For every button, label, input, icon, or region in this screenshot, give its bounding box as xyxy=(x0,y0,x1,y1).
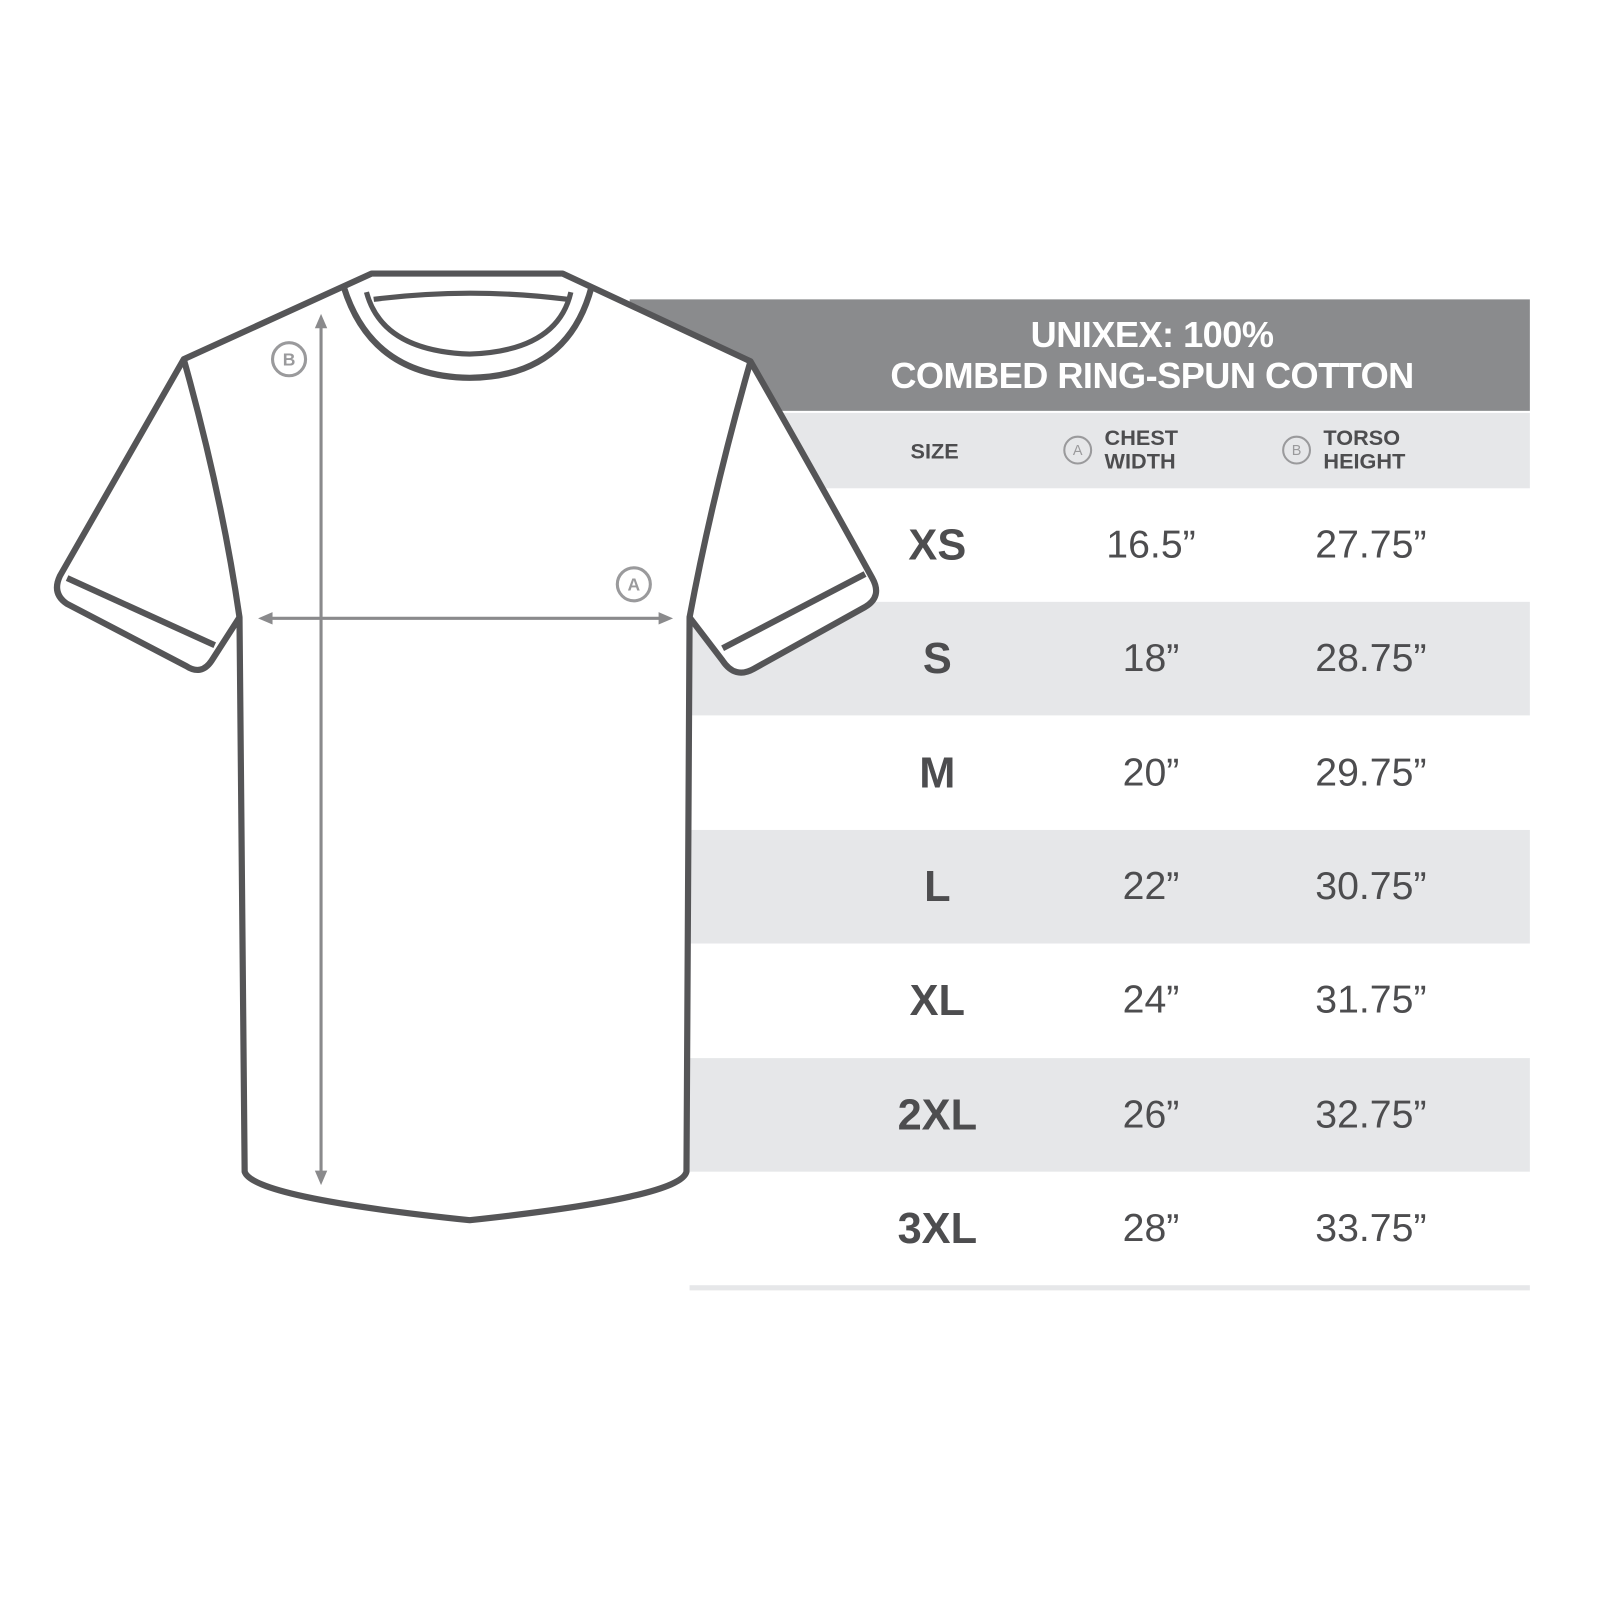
table-row: 3XL 28” 33.75” xyxy=(690,1171,1530,1285)
torso-cell: 28.75” xyxy=(1315,637,1427,681)
marker-b-icon: B xyxy=(1282,435,1312,465)
header-chest-width: A CHEST WIDTH xyxy=(1063,426,1179,474)
tshirt-outline xyxy=(53,270,880,1224)
chest-cell: 26” xyxy=(1122,1092,1180,1137)
marker-a-diagram-icon: A xyxy=(615,566,652,603)
size-cell: XL xyxy=(909,975,966,1025)
marker-a-label: A xyxy=(627,574,640,594)
header-chest-line2: WIDTH xyxy=(1104,450,1176,474)
torso-cell: 30.75” xyxy=(1315,864,1427,909)
torso-cell: 29.75” xyxy=(1315,751,1427,795)
size-cell: XS xyxy=(908,520,967,569)
torso-cell: 31.75” xyxy=(1315,978,1427,1023)
header-torso-line2: HEIGHT xyxy=(1323,450,1406,474)
collar-outer xyxy=(340,286,595,381)
collar-back xyxy=(373,290,569,302)
table-row: M 20” 29.75” xyxy=(690,716,1530,830)
title-line-1: UNIXEX: 100% xyxy=(1030,314,1274,356)
chest-cell: 20” xyxy=(1122,751,1180,795)
torso-cell: 27.75” xyxy=(1315,523,1427,567)
marker-b-diagram-icon: B xyxy=(270,341,308,378)
chest-cell: 24” xyxy=(1122,978,1180,1023)
sleeve-seam-left xyxy=(180,358,243,618)
torso-cell: 33.75” xyxy=(1315,1206,1427,1250)
torso-height-arrow xyxy=(314,313,328,1186)
chest-cell: 18” xyxy=(1122,637,1180,681)
size-cell: M xyxy=(919,747,956,797)
marker-b-label: B xyxy=(283,349,296,369)
chest-cell: 28” xyxy=(1122,1206,1180,1250)
cuff-right xyxy=(721,571,867,652)
table-row: 2XL 26” 32.75” xyxy=(689,1057,1530,1172)
title-line-2: COMBED RING-SPUN COTTON xyxy=(890,356,1414,397)
size-cell: S xyxy=(922,634,952,683)
table-row: XS 16.5” 27.75” xyxy=(690,488,1530,602)
size-cell: 3XL xyxy=(897,1203,978,1252)
chart-title: UNIXEX: 100% COMBED RING-SPUN COTTON xyxy=(629,299,1530,411)
header-chest-line1: CHEST xyxy=(1104,426,1179,451)
collar-inner xyxy=(363,291,574,357)
table-bottom-rule xyxy=(689,1285,1530,1291)
chest-width-arrow xyxy=(258,612,674,625)
column-header-band: SIZE A CHEST WIDTH B TORSO HEIGHT xyxy=(689,412,1530,489)
torso-cell: 32.75” xyxy=(1315,1092,1427,1137)
sleeve-seam-right xyxy=(686,360,754,618)
cuff-left xyxy=(65,575,216,649)
header-torso-line1: TORSO xyxy=(1323,426,1401,451)
table-row: XL 24” 31.75” xyxy=(690,944,1530,1058)
size-cell: L xyxy=(924,861,951,911)
header-torso-height: B TORSO HEIGHT xyxy=(1282,426,1406,474)
table-row: L 22” 30.75” xyxy=(689,829,1530,944)
header-size: SIZE xyxy=(910,439,959,464)
chest-cell: 22” xyxy=(1122,864,1180,909)
size-cell: 2XL xyxy=(897,1089,978,1139)
marker-a-icon: A xyxy=(1063,435,1093,465)
chest-cell: 16.5” xyxy=(1106,523,1196,567)
